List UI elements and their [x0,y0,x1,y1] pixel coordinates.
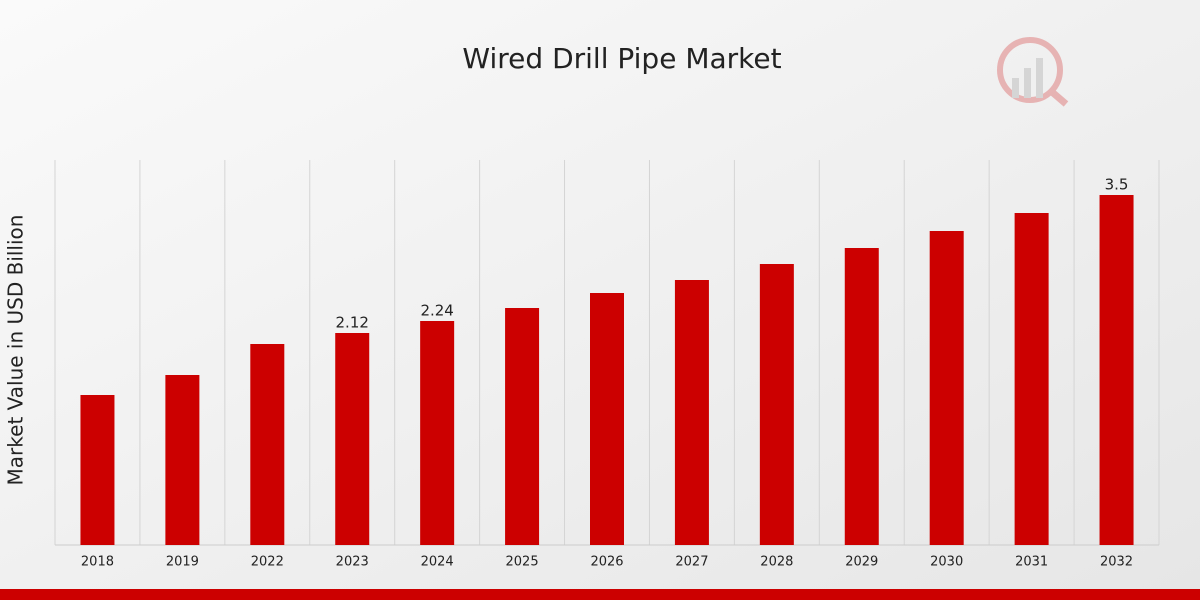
value-label: 2.24 [420,302,453,320]
bar [250,344,285,545]
x-tick-label: 2029 [845,555,878,570]
footer-stripe [0,589,1200,600]
x-tick-label: 2028 [760,555,793,570]
x-tick-label: 2026 [590,555,623,570]
value-label: 3.5 [1105,176,1129,194]
x-tick-label: 2025 [506,555,539,570]
x-tick-label: 2019 [166,555,199,570]
x-tick-label: 2024 [421,555,454,570]
logo [997,37,1069,107]
bar [590,293,624,545]
bar [505,308,540,545]
y-axis-label: Market Value in USD Billion [4,215,28,486]
value-label: 2.12 [336,314,369,332]
bar [844,248,879,545]
bar [1014,213,1049,545]
x-tick-label: 2027 [675,555,708,570]
chart-title: Wired Drill Pipe Market [462,42,781,75]
bar [929,231,964,545]
x-tick-label: 2023 [336,555,369,570]
bar [165,375,200,545]
bar [1099,195,1134,545]
bar [335,333,370,545]
x-tick-label: 2031 [1015,555,1048,570]
bar [759,264,794,545]
bar [674,280,709,545]
bar [80,395,115,545]
bar [420,321,455,545]
x-tick-label: 2030 [930,555,963,570]
x-tick-label: 2032 [1100,555,1133,570]
x-tick-label: 2022 [251,555,284,570]
x-tick-label: 2018 [81,555,114,570]
